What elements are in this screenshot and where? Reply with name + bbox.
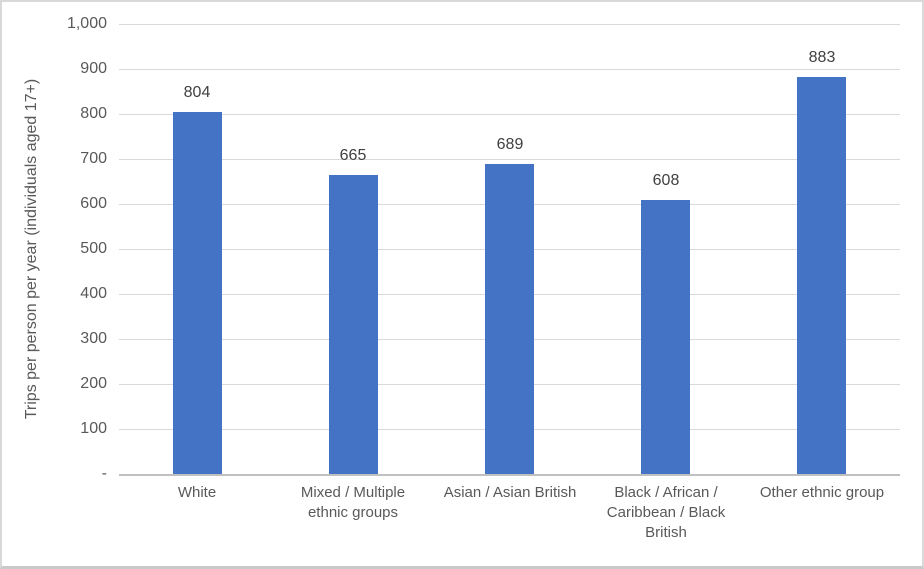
x-axis-line xyxy=(119,474,900,476)
y-tick-label: 500 xyxy=(80,240,107,257)
bar-value-label: 804 xyxy=(183,84,211,101)
x-category-label: White xyxy=(177,484,217,501)
y-tick-label: 800 xyxy=(80,105,107,122)
y-tick-label: 300 xyxy=(80,330,107,347)
bar-value-label: 608 xyxy=(652,172,680,189)
bar xyxy=(641,200,690,474)
y-tick-label: 100 xyxy=(80,420,107,437)
x-category-label: Mixed / Multiple ethnic groups xyxy=(300,484,406,521)
y-tick-label: 600 xyxy=(80,195,107,212)
gridline xyxy=(119,159,900,160)
y-tick-label: 200 xyxy=(80,375,107,392)
y-tick-label: 400 xyxy=(80,285,107,302)
bar-value-label: 665 xyxy=(339,147,367,164)
y-tick-label: - xyxy=(101,465,107,482)
gridline xyxy=(119,114,900,115)
gridline xyxy=(119,69,900,70)
gridline xyxy=(119,24,900,25)
bar xyxy=(797,77,846,474)
y-tick-label: 900 xyxy=(80,60,107,77)
bar-value-label: 689 xyxy=(496,136,524,153)
y-tick-label: 1,000 xyxy=(66,15,107,32)
x-category-label: Asian / Asian British xyxy=(443,484,577,501)
x-category-label: Black / African / Caribbean / Black Brit… xyxy=(606,484,726,541)
bar xyxy=(329,175,378,474)
bar-value-label: 883 xyxy=(808,49,836,66)
bar xyxy=(173,112,222,474)
y-tick-label: 700 xyxy=(80,150,107,167)
x-category-label: Other ethnic group xyxy=(759,484,885,501)
bar xyxy=(485,164,534,474)
